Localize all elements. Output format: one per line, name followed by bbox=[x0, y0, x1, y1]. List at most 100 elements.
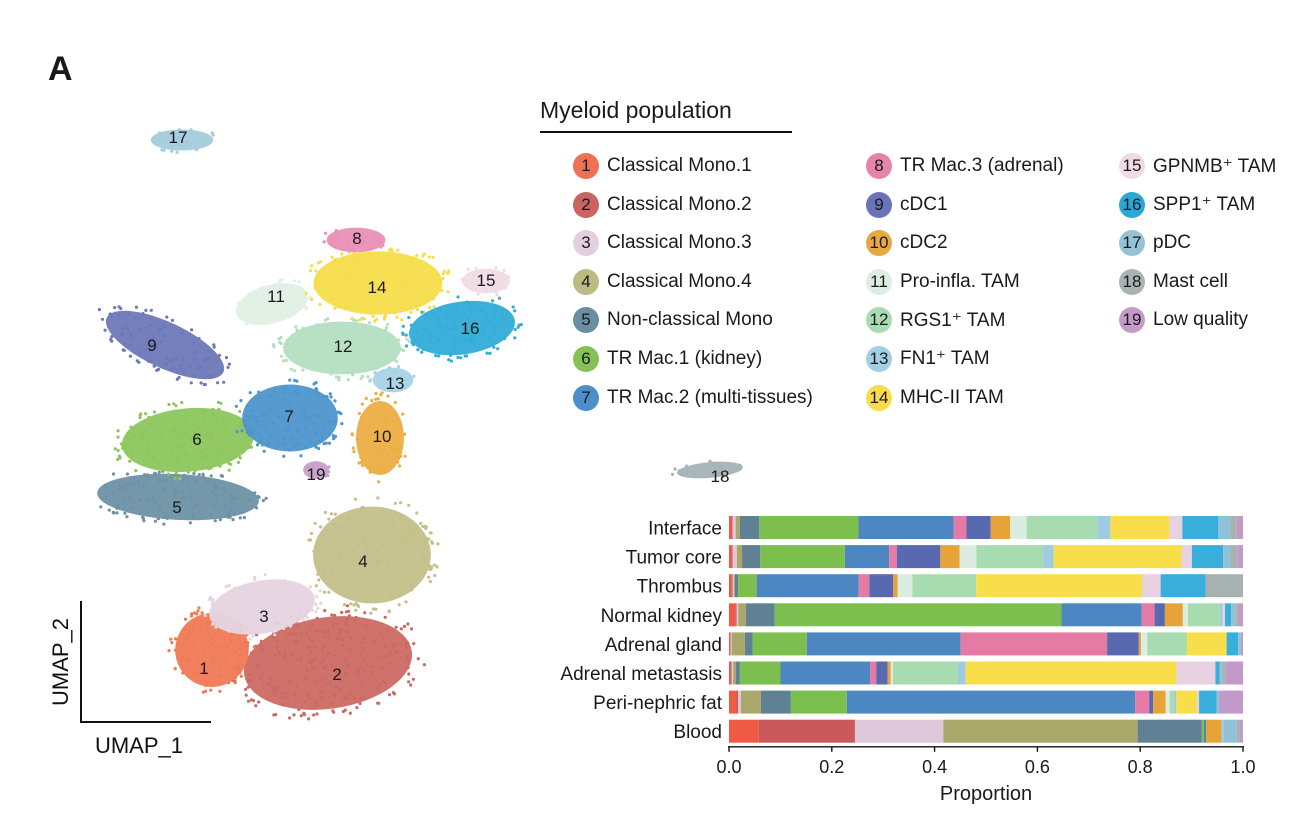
legend-item-13: 13 FN1⁺ TAM bbox=[866, 345, 1064, 372]
umap-point bbox=[283, 656, 287, 660]
umap-point bbox=[294, 325, 298, 329]
umap-point bbox=[464, 354, 469, 358]
bar-segment-19 bbox=[1219, 690, 1243, 714]
umap-point bbox=[346, 305, 350, 309]
umap-point bbox=[174, 488, 178, 492]
umap-point bbox=[203, 613, 207, 618]
umap-point bbox=[202, 457, 206, 461]
umap-point bbox=[332, 266, 336, 270]
umap-point bbox=[213, 372, 218, 376]
umap-cluster-body bbox=[105, 310, 225, 380]
bar-segment-7 bbox=[846, 690, 1136, 714]
bar-segment-8 bbox=[1141, 603, 1155, 627]
umap-point bbox=[295, 429, 299, 433]
umap-point bbox=[365, 343, 369, 347]
umap-point bbox=[173, 648, 178, 652]
bar-segment-5 bbox=[745, 603, 775, 627]
umap-point bbox=[158, 131, 162, 135]
umap-point bbox=[162, 325, 166, 329]
umap-point bbox=[174, 471, 178, 475]
umap-point bbox=[239, 510, 243, 514]
bar-segment-18 bbox=[1235, 603, 1238, 627]
bar-segment-17 bbox=[1238, 632, 1241, 656]
umap-point bbox=[172, 491, 176, 495]
umap-point bbox=[148, 422, 152, 426]
bar-segment-15 bbox=[1181, 545, 1192, 569]
umap-point bbox=[421, 524, 425, 529]
umap-point bbox=[372, 272, 376, 276]
umap-point bbox=[395, 315, 399, 319]
bar-segment-2 bbox=[735, 603, 737, 627]
umap-point bbox=[492, 326, 496, 330]
umap-point bbox=[183, 420, 187, 425]
umap-point bbox=[420, 554, 424, 558]
umap-point bbox=[283, 691, 287, 695]
bar-segment-13 bbox=[1043, 545, 1054, 569]
umap-point bbox=[188, 496, 193, 500]
umap-point bbox=[391, 645, 395, 649]
umap-cluster-16 bbox=[401, 295, 523, 363]
umap-point bbox=[126, 431, 130, 435]
umap-point bbox=[404, 541, 408, 545]
umap-point bbox=[160, 327, 164, 332]
umap-point bbox=[310, 622, 314, 627]
umap-point bbox=[310, 264, 314, 268]
bar-segment-14 bbox=[1186, 632, 1227, 656]
umap-point bbox=[228, 508, 232, 512]
legend-column: 15 GPNMB⁺ TAM 16 SPP1⁺ TAM 17 pDC 18 Mast cell 1… bbox=[1119, 153, 1276, 347]
bar-row-interface bbox=[729, 516, 1243, 539]
umap-point bbox=[246, 641, 250, 645]
umap-point bbox=[342, 335, 346, 339]
umap-point bbox=[354, 319, 358, 323]
bar-segment-11 bbox=[1182, 603, 1188, 627]
umap-point bbox=[227, 362, 231, 366]
umap-point bbox=[395, 276, 399, 281]
bar-segment-18 bbox=[1230, 516, 1237, 539]
umap-point bbox=[177, 135, 181, 139]
umap-point bbox=[214, 618, 218, 622]
umap-point bbox=[404, 600, 408, 604]
bar-segment-7 bbox=[1203, 719, 1206, 743]
umap-cluster-4 bbox=[307, 496, 440, 615]
umap-point bbox=[134, 305, 138, 309]
umap-point bbox=[304, 700, 308, 704]
umap-cluster-8 bbox=[322, 227, 386, 253]
umap-point bbox=[173, 637, 178, 641]
umap-point bbox=[349, 635, 354, 640]
bar-segment-2 bbox=[730, 632, 731, 656]
umap-point bbox=[376, 434, 380, 438]
umap-cluster-label: 12 bbox=[334, 337, 353, 356]
umap-point bbox=[428, 337, 432, 341]
bar-segment-6 bbox=[1201, 719, 1204, 743]
umap-point bbox=[327, 441, 331, 445]
umap-point bbox=[149, 308, 153, 312]
umap-point bbox=[413, 527, 418, 531]
umap-point bbox=[315, 616, 319, 620]
umap-point bbox=[396, 248, 400, 252]
umap-cluster-9 bbox=[97, 305, 231, 387]
bar-segment-6 bbox=[739, 661, 781, 685]
umap-point bbox=[485, 288, 489, 293]
umap-point bbox=[198, 432, 202, 436]
umap-point bbox=[342, 695, 346, 700]
umap-point bbox=[245, 431, 249, 435]
umap-point bbox=[422, 327, 426, 331]
umap-point bbox=[323, 510, 327, 514]
umap-point bbox=[155, 368, 159, 372]
umap-point bbox=[279, 354, 284, 358]
umap-point bbox=[454, 310, 458, 314]
umap-point bbox=[214, 608, 218, 612]
umap-point bbox=[371, 521, 375, 525]
umap-point bbox=[291, 410, 295, 414]
umap-point bbox=[188, 365, 192, 369]
umap-point bbox=[362, 317, 366, 321]
umap-point bbox=[308, 585, 312, 589]
umap-point bbox=[369, 424, 373, 428]
umap-point bbox=[138, 498, 142, 502]
umap-point bbox=[333, 399, 337, 403]
umap-point bbox=[215, 497, 219, 501]
umap-point bbox=[358, 318, 362, 322]
umap-point bbox=[303, 413, 307, 417]
umap-point bbox=[175, 455, 179, 459]
umap-point bbox=[398, 501, 403, 505]
